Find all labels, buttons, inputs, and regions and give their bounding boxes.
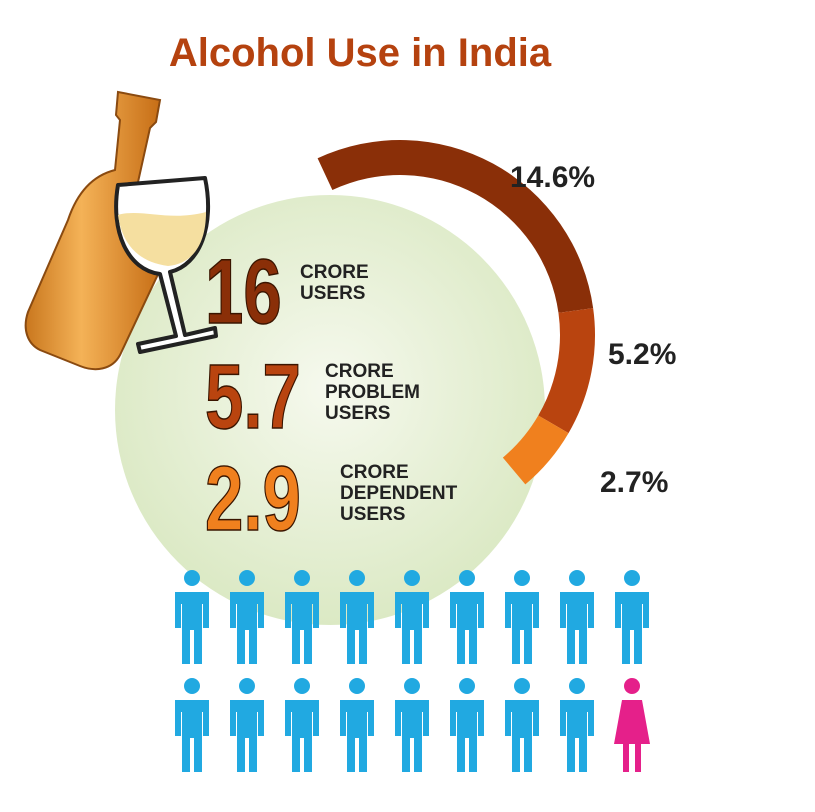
body xyxy=(560,700,594,772)
body xyxy=(450,700,484,772)
body xyxy=(230,592,264,664)
head xyxy=(184,678,200,694)
stat-label-line: USERS xyxy=(325,403,390,424)
value-label: 5.2% xyxy=(608,338,676,371)
stat-label-line: USERS xyxy=(300,283,365,304)
man-icon xyxy=(560,678,594,772)
body xyxy=(340,592,374,664)
body xyxy=(285,592,319,664)
head xyxy=(459,678,475,694)
body xyxy=(560,592,594,664)
man-icon xyxy=(285,678,319,772)
man-icon xyxy=(175,570,209,664)
head xyxy=(569,678,585,694)
stat-label-line: USERS xyxy=(340,504,405,525)
body xyxy=(614,700,650,772)
head xyxy=(569,570,585,586)
man-icon xyxy=(340,570,374,664)
man-icon xyxy=(395,570,429,664)
woman-icon xyxy=(614,678,650,772)
body xyxy=(615,592,649,664)
stat-label-line: DEPENDENT xyxy=(340,483,458,504)
man-icon xyxy=(505,570,539,664)
wine-glass xyxy=(114,176,218,354)
head xyxy=(294,678,310,694)
head xyxy=(349,678,365,694)
man-icon xyxy=(230,570,264,664)
body xyxy=(450,592,484,664)
man-icon xyxy=(230,678,264,772)
man-icon xyxy=(560,570,594,664)
stat-label-line: CRORE xyxy=(325,361,394,382)
man-icon xyxy=(285,570,319,664)
body xyxy=(175,700,209,772)
stat-label-line: CRORE xyxy=(300,262,369,283)
body xyxy=(395,592,429,664)
man-icon xyxy=(615,570,649,664)
head xyxy=(514,678,530,694)
body xyxy=(285,700,319,772)
stat-label-line: CRORE xyxy=(340,462,409,483)
head xyxy=(239,570,255,586)
man-icon xyxy=(505,678,539,772)
man-icon xyxy=(450,570,484,664)
arc-segment xyxy=(317,140,594,313)
value-label: 2.7% xyxy=(600,466,668,499)
man-icon xyxy=(450,678,484,772)
stat-number: 2.9 xyxy=(205,447,301,550)
head xyxy=(239,678,255,694)
body xyxy=(395,700,429,772)
man-icon xyxy=(340,678,374,772)
body xyxy=(505,592,539,664)
background-circle xyxy=(115,195,545,625)
head xyxy=(404,678,420,694)
head xyxy=(404,570,420,586)
head xyxy=(624,570,640,586)
head xyxy=(294,570,310,586)
stat-number: 5.7 xyxy=(205,345,301,448)
stat-label-line: PROBLEM xyxy=(325,382,420,403)
title: Alcohol Use in India xyxy=(169,31,552,75)
body xyxy=(340,700,374,772)
stat-label: CRORE DEPENDENT USERS xyxy=(340,462,458,525)
arc-segment xyxy=(538,308,595,434)
value-label: 14.6% xyxy=(510,161,595,194)
head xyxy=(459,570,475,586)
man-icon xyxy=(175,678,209,772)
head xyxy=(184,570,200,586)
head xyxy=(624,678,640,694)
arc-segment xyxy=(502,415,569,485)
stat-label: CRORE PROBLEM USERS xyxy=(325,361,420,424)
stat-label: CRORE USERS xyxy=(300,262,369,304)
head xyxy=(349,570,365,586)
stat-number: 16 xyxy=(205,240,282,343)
head xyxy=(514,570,530,586)
body xyxy=(175,592,209,664)
man-icon xyxy=(395,678,429,772)
body xyxy=(505,700,539,772)
body xyxy=(230,700,264,772)
